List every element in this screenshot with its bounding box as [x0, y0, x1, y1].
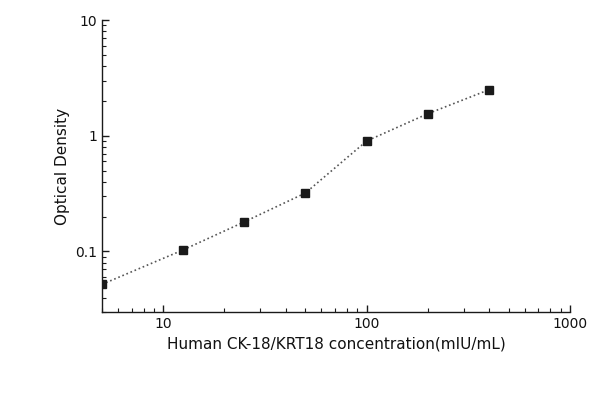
Y-axis label: Optical Density: Optical Density — [55, 108, 70, 224]
X-axis label: Human CK-18/KRT18 concentration(mIU/mL): Human CK-18/KRT18 concentration(mIU/mL) — [167, 336, 505, 352]
